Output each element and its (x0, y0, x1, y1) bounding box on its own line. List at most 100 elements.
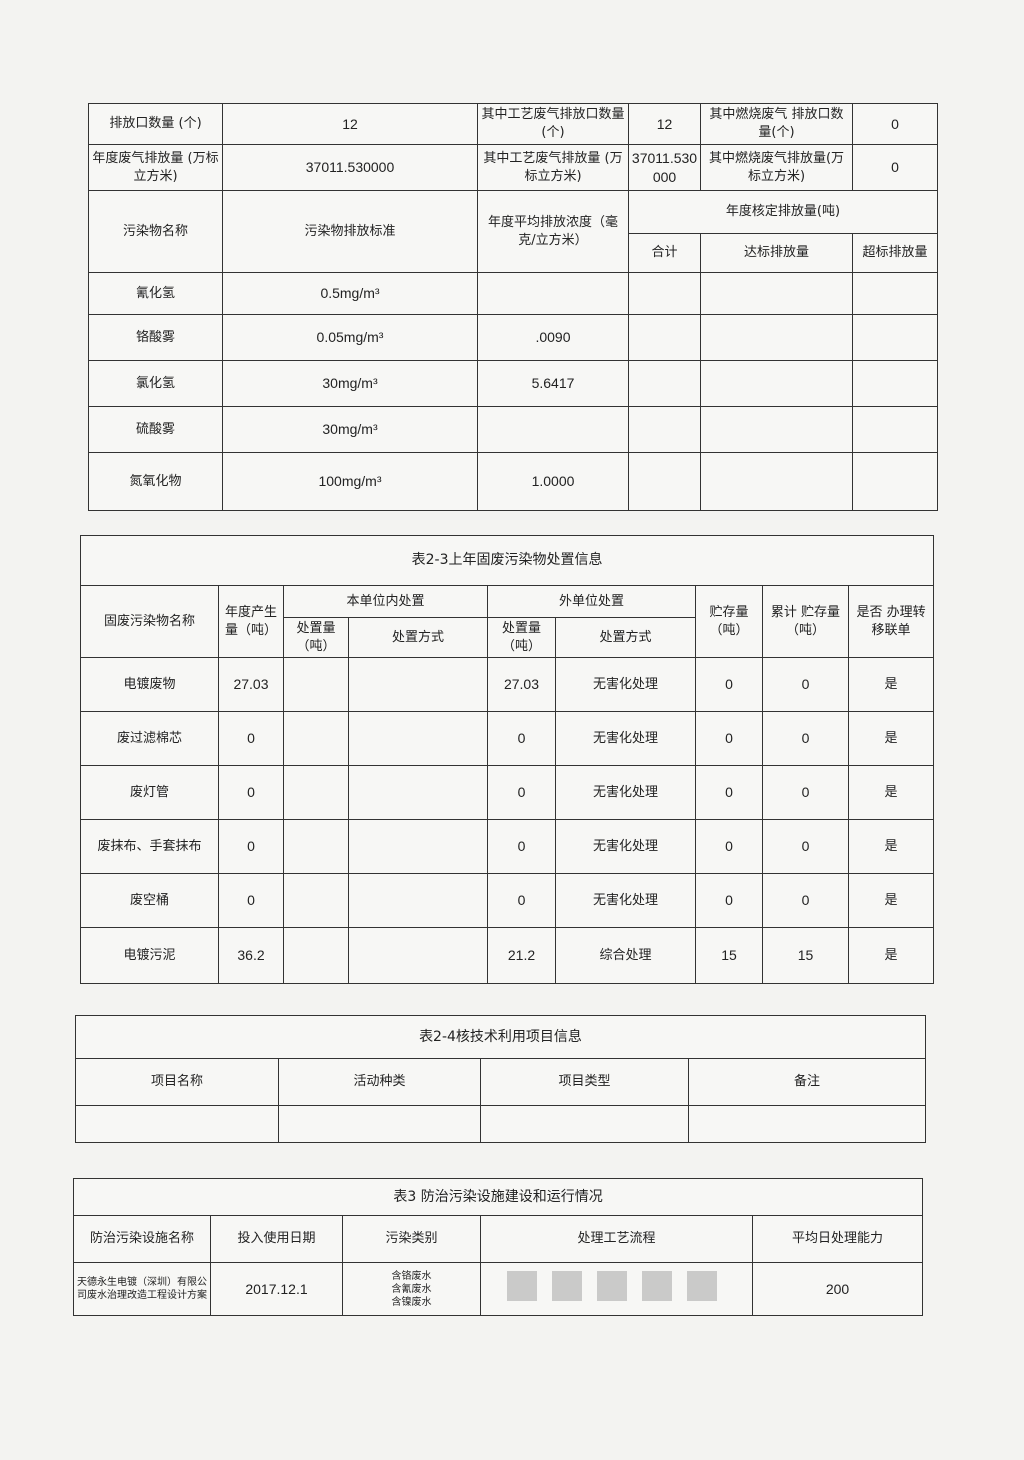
cum-storage: 0 (762, 657, 849, 713)
nuclear-tech-table: 表2-4核技术利用项目信息 项目名称 活动种类 项目类型 备注 (75, 1015, 926, 1143)
ext-qty: 21.2 (487, 927, 556, 985)
value: 0 (852, 144, 938, 191)
cum-storage: 15 (762, 927, 849, 985)
pollutant-standard: 30mg/m³ (222, 360, 478, 407)
header-total: 合计 (628, 233, 701, 273)
storage: 0 (695, 765, 763, 821)
ext-qty: 0 (487, 819, 556, 875)
pollutant-name: 氯化氢 (88, 360, 223, 407)
header-ext-method: 处置方式 (555, 616, 696, 659)
pollutant-standard: 0.5mg/m³ (222, 272, 478, 315)
header-transfer: 是否 办理转移联单 (847, 584, 935, 659)
header-int-qty: 处置量（吨） (283, 616, 349, 659)
label: 其中燃烧废气 排放口数量(个) (700, 103, 853, 145)
transfer: 是 (847, 927, 935, 985)
header-internal: 本单位内处置 (283, 585, 488, 618)
ext-qty: 0 (487, 765, 556, 821)
pollutant-avg (477, 272, 629, 315)
pollutant-avg (477, 406, 629, 453)
waste-name: 电镀污泥 (80, 927, 219, 985)
pollutant-avg: 1.0000 (477, 452, 629, 511)
label: 其中工艺废气排放量 (万标立方米) (477, 144, 629, 191)
pollutant-avg: 5.6417 (477, 360, 629, 407)
label: 其中工艺废气排放口数量 (个) (477, 103, 629, 145)
storage: 0 (695, 819, 763, 875)
pollutant-name: 氮氧化物 (88, 452, 223, 511)
storage: 15 (695, 927, 763, 985)
table-row: 硫酸雾 30mg/m³ (88, 406, 938, 453)
ext-method: 无害化处理 (555, 711, 696, 767)
header-int-method: 处置方式 (348, 616, 488, 659)
header-excess: 超标排放量 (852, 233, 938, 273)
cum-storage: 0 (762, 711, 849, 767)
storage: 0 (695, 657, 763, 713)
transfer: 是 (847, 657, 935, 713)
transfer: 是 (847, 711, 935, 767)
table-title: 表2-3上年固废污染物处置信息 (79, 535, 935, 586)
waste-name: 电镀废物 (80, 657, 219, 713)
annual: 0 (218, 765, 284, 821)
header-annual: 年度产生量（吨） (218, 584, 284, 659)
waste-name: 废过滤棉芯 (80, 711, 219, 767)
header-project-type: 项目类型 (480, 1058, 689, 1106)
ext-method: 无害化处理 (555, 819, 696, 875)
value: 12 (628, 103, 701, 145)
category: 含铬废水 (391, 1270, 432, 1282)
header-process: 处理工艺流程 (480, 1215, 753, 1263)
category: 含氰废水 (391, 1283, 432, 1295)
header-capacity: 平均日处理能力 (751, 1215, 924, 1263)
header-external: 外单位处置 (487, 585, 696, 618)
table-row: 氯化氢 30mg/m³ 5.6417 (88, 360, 938, 407)
ext-qty: 0 (487, 711, 556, 767)
header-storage: 贮存量（吨） (695, 584, 763, 659)
start-date: 2017.12.1 (210, 1262, 343, 1316)
annual: 27.03 (218, 657, 284, 713)
pollutant-standard: 100mg/m³ (222, 452, 478, 511)
ext-qty: 0 (487, 873, 556, 929)
storage: 0 (695, 873, 763, 929)
header-avg: 年度平均排放浓度（毫克/立方米） (477, 190, 629, 273)
header-name: 污染物名称 (88, 190, 223, 273)
ext-method: 无害化处理 (555, 873, 696, 929)
pollution-facility-table: 表3 防治污染设施建设和运行情况 防治污染设施名称 投入使用日期 污染类别 处理… (72, 1178, 924, 1316)
waste-name: 废灯管 (80, 765, 219, 821)
table-title: 表2-4核技术利用项目信息 (75, 1015, 926, 1059)
daily-capacity: 200 (751, 1262, 924, 1316)
table-row: 氮氧化物 100mg/m³ 1.0000 (88, 452, 938, 511)
annual: 0 (218, 711, 284, 767)
pollutant-avg: .0090 (477, 314, 629, 361)
cum-storage: 0 (762, 819, 849, 875)
header-name: 固废污染物名称 (80, 584, 219, 659)
header-project-name: 项目名称 (75, 1058, 279, 1106)
value: 12 (222, 103, 478, 145)
pollutant-name: 铬酸雾 (88, 314, 223, 361)
header-annual: 年度核定排放量(吨) (628, 190, 938, 234)
header-date: 投入使用日期 (210, 1215, 343, 1263)
ext-method: 综合处理 (555, 927, 696, 985)
header-cum-storage: 累计 贮存量（吨） (762, 584, 849, 659)
label: 其中燃烧废气排放量(万标立方米) (700, 144, 853, 191)
header-ext-qty: 处置量（吨） (487, 616, 556, 659)
transfer: 是 (847, 819, 935, 875)
cum-storage: 0 (762, 765, 849, 821)
value: 37011.530000 (222, 144, 478, 191)
table-row: 天德永生电镀（深圳）有限公司废水治理改造工程设计方案 2017.12.1 含铬废… (73, 1262, 924, 1316)
table-row (75, 1105, 926, 1143)
header-compliant: 达标排放量 (700, 233, 853, 273)
waste-gas-table: 排放口数量 (个) 12 其中工艺废气排放口数量 (个) 12 其中燃烧废气 排… (88, 103, 938, 511)
solid-waste-table: 表2-3上年固废污染物处置信息 固废污染物名称 年度产生量（吨） 本单位内处置 … (79, 535, 935, 985)
annual: 36.2 (218, 927, 284, 985)
annual: 0 (218, 819, 284, 875)
pollutant-name: 硫酸雾 (88, 406, 223, 453)
facility-name: 天德永生电镀（深圳）有限公司废水治理改造工程设计方案 (73, 1262, 211, 1316)
category: 含镍废水 (391, 1296, 432, 1308)
ext-method: 无害化处理 (555, 657, 696, 713)
header-standard: 污染物排放标准 (222, 190, 478, 273)
transfer: 是 (847, 873, 935, 929)
waste-name: 废抹布、手套抹布 (80, 819, 219, 875)
header-category: 污染类别 (342, 1215, 481, 1263)
